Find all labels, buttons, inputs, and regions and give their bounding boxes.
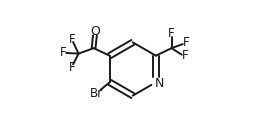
Text: F: F xyxy=(168,27,175,40)
Text: Br: Br xyxy=(90,87,103,100)
Text: N: N xyxy=(155,76,164,90)
Text: F: F xyxy=(69,61,76,74)
Text: F: F xyxy=(182,49,188,62)
Text: F: F xyxy=(183,36,189,50)
Text: O: O xyxy=(90,25,100,38)
Text: F: F xyxy=(69,33,76,46)
Text: F: F xyxy=(60,46,66,59)
